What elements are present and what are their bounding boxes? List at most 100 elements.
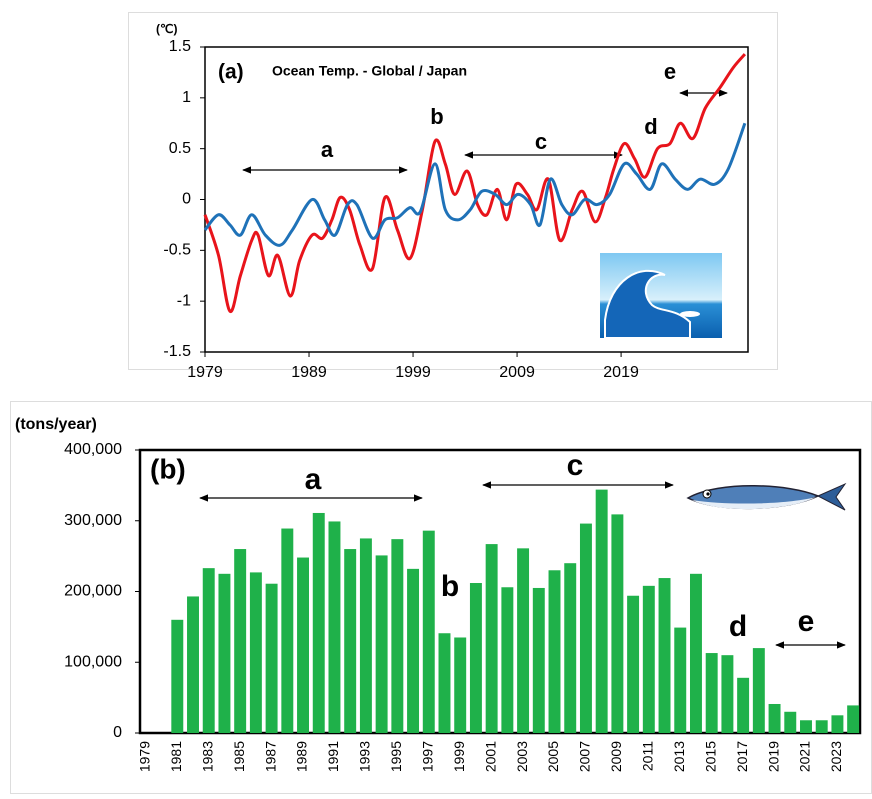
bar — [281, 529, 293, 733]
bar — [486, 544, 498, 733]
x-tick-label: 1983 — [199, 741, 215, 772]
x-tick-label: 1979 — [137, 741, 153, 772]
x-tick-label: 1991 — [325, 741, 341, 772]
period-label: c — [535, 129, 547, 154]
x-tick-label: 1985 — [231, 741, 247, 772]
bar — [250, 572, 262, 733]
x-tick-label: 2017 — [734, 741, 750, 772]
bar — [423, 531, 435, 733]
bar — [313, 513, 325, 733]
x-tick-label: 2005 — [545, 741, 561, 772]
period-label: c — [567, 449, 584, 482]
bar — [659, 578, 671, 733]
x-tick-label: 2009 — [608, 741, 624, 772]
bar — [847, 705, 859, 733]
y-tick-label: 0 — [182, 191, 191, 208]
bar — [564, 563, 576, 733]
bar — [407, 569, 419, 733]
x-tick-label: 1997 — [419, 741, 435, 772]
period-label: e — [798, 605, 815, 638]
x-tick-label: 1995 — [388, 741, 404, 772]
y-axis-label: (tons/year) — [15, 416, 97, 433]
bar — [706, 653, 718, 733]
bar — [203, 568, 215, 733]
bar — [784, 712, 796, 733]
page: 1.510.50-0.5-1-1.519791989199920092019(a… — [0, 0, 872, 794]
bar — [753, 648, 765, 733]
bar — [596, 490, 608, 733]
bar — [690, 574, 702, 733]
x-tick-label: 2007 — [577, 741, 593, 772]
bar — [643, 586, 655, 733]
x-tick-label: 1999 — [395, 364, 431, 381]
bar — [611, 514, 623, 733]
bar — [627, 596, 639, 733]
bar — [218, 574, 230, 733]
x-tick-label: 2009 — [499, 364, 535, 381]
x-tick-label: 1987 — [262, 741, 278, 772]
y-tick-label: 100,000 — [64, 653, 122, 670]
figure: 1.510.50-0.5-1-1.519791989199920092019(a… — [0, 0, 872, 794]
x-tick-label: 1979 — [187, 364, 223, 381]
bar — [328, 521, 340, 733]
bar — [501, 587, 513, 733]
period-label: b — [441, 570, 459, 603]
period-label: a — [321, 137, 334, 162]
y-tick-label: -0.5 — [163, 242, 191, 259]
bar — [360, 538, 372, 733]
bar — [580, 524, 592, 733]
bar — [816, 720, 828, 733]
x-tick-label: 1989 — [294, 741, 310, 772]
x-tick-label: 2015 — [702, 741, 718, 772]
y-tick-label: 300,000 — [64, 512, 122, 529]
bar — [344, 549, 356, 733]
bar — [549, 570, 561, 733]
bar — [171, 620, 183, 733]
x-tick-label: 2011 — [640, 741, 656, 771]
wave-picture — [600, 253, 722, 338]
bar — [266, 584, 278, 733]
period-label: d — [729, 610, 747, 643]
bar — [439, 633, 451, 733]
x-tick-label: 2019 — [765, 741, 781, 772]
bar — [454, 637, 466, 733]
bar — [800, 720, 812, 733]
bar — [721, 655, 733, 733]
y-tick-label: 0 — [113, 724, 122, 741]
period-label: e — [664, 59, 676, 84]
bar — [517, 548, 529, 733]
x-tick-label: 1989 — [291, 364, 327, 381]
x-tick-label: 1981 — [168, 741, 184, 772]
bar — [470, 583, 482, 733]
x-tick-label: 2019 — [603, 364, 639, 381]
data-line — [205, 123, 745, 245]
y-tick-label: -1 — [177, 292, 191, 309]
bar — [769, 704, 781, 733]
x-tick-label: 2021 — [797, 741, 813, 772]
x-tick-label: 1999 — [451, 741, 467, 772]
x-tick-label: 2003 — [514, 741, 530, 772]
y-tick-label: -1.5 — [163, 343, 191, 360]
bar — [234, 549, 246, 733]
chart-title: Ocean Temp. - Global / Japan — [272, 63, 467, 79]
period-label: a — [305, 463, 322, 496]
bar — [391, 539, 403, 733]
fish-picture — [688, 484, 845, 510]
bar — [737, 678, 749, 733]
y-tick-label: 1 — [182, 89, 191, 106]
y-tick-label: 1.5 — [169, 38, 191, 55]
period-label: b — [430, 104, 443, 129]
bar — [297, 558, 309, 733]
bar — [674, 628, 686, 733]
y-tick-label: 200,000 — [64, 583, 122, 600]
x-tick-label: 2001 — [482, 741, 498, 772]
period-label: d — [644, 114, 657, 139]
x-tick-label: 2023 — [828, 741, 844, 772]
x-tick-label: 2013 — [671, 741, 687, 772]
y-axis-label: (℃) — [156, 22, 177, 36]
y-tick-label: 0.5 — [169, 140, 191, 157]
panel-label: (b) — [150, 453, 186, 484]
bar — [376, 555, 388, 733]
bar — [831, 715, 843, 733]
bar — [533, 588, 545, 733]
